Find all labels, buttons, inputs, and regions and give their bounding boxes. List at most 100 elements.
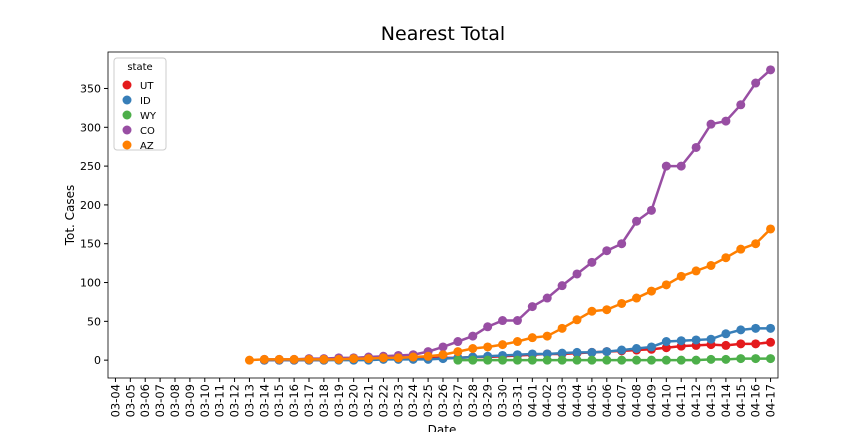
point xyxy=(766,65,776,75)
x-tick-label: 04-04 xyxy=(570,384,584,417)
x-tick-label: 03-18 xyxy=(317,384,331,417)
y-axis-label: Tot. Cases xyxy=(63,185,77,247)
x-tick-label: 04-10 xyxy=(659,384,673,417)
point xyxy=(646,342,656,352)
x-tick-label: 04-12 xyxy=(689,384,703,417)
x-tick-label: 03-24 xyxy=(406,384,420,417)
x-tick-label: 03-11 xyxy=(213,384,227,417)
legend-title: state xyxy=(127,62,152,73)
point xyxy=(646,205,656,215)
point xyxy=(572,355,582,365)
point xyxy=(632,216,642,226)
x-tick-label: 04-14 xyxy=(719,384,733,417)
x-tick-label: 04-07 xyxy=(615,384,629,417)
point xyxy=(691,335,701,345)
point xyxy=(721,354,731,364)
legend-label: UT xyxy=(140,81,154,92)
point xyxy=(661,337,671,347)
point xyxy=(736,325,746,335)
x-tick-label: 03-15 xyxy=(272,384,286,417)
point xyxy=(766,323,776,333)
x-tick-label: 04-13 xyxy=(704,384,718,417)
point xyxy=(602,305,612,315)
x-tick-label: 03-16 xyxy=(287,384,301,417)
legend-marker xyxy=(122,110,132,120)
point xyxy=(646,286,656,296)
legend-marker xyxy=(122,140,132,150)
point xyxy=(334,354,344,364)
point xyxy=(602,355,612,365)
point xyxy=(512,355,522,365)
point xyxy=(721,329,731,339)
point xyxy=(572,315,582,325)
x-tick-label: 03-23 xyxy=(391,384,405,417)
point xyxy=(512,316,522,326)
point xyxy=(706,354,716,364)
x-tick-label: 03-08 xyxy=(168,384,182,417)
point xyxy=(617,355,627,365)
point xyxy=(557,281,567,291)
point xyxy=(557,355,567,365)
point xyxy=(706,119,716,129)
point xyxy=(706,334,716,344)
point xyxy=(632,293,642,303)
point xyxy=(274,354,284,364)
point xyxy=(483,342,493,352)
point xyxy=(751,354,761,364)
legend-label: WY xyxy=(140,111,157,122)
x-axis-label: Date xyxy=(428,423,457,432)
x-tick-label: 04-03 xyxy=(555,384,569,417)
point xyxy=(632,355,642,365)
legend-label: CO xyxy=(140,126,155,137)
point xyxy=(408,352,418,362)
point xyxy=(676,271,686,281)
point xyxy=(438,342,448,352)
point xyxy=(483,355,493,365)
point xyxy=(617,345,627,355)
x-tick-label: 04-05 xyxy=(585,384,599,417)
point xyxy=(676,336,686,346)
point xyxy=(766,224,776,234)
x-tick-label: 04-08 xyxy=(630,384,644,417)
y-tick-label: 0 xyxy=(94,354,101,367)
point xyxy=(721,116,731,126)
x-tick-label: 03-17 xyxy=(302,384,316,417)
y-tick-label: 100 xyxy=(80,277,101,290)
x-tick-label: 04-09 xyxy=(644,384,658,417)
point xyxy=(319,354,329,364)
point xyxy=(468,331,478,341)
x-tick-label: 03-06 xyxy=(138,384,152,417)
x-tick-label: 03-10 xyxy=(198,384,212,417)
legend-marker xyxy=(122,80,132,90)
point xyxy=(661,161,671,171)
y-tick-label: 350 xyxy=(80,82,101,95)
point xyxy=(259,354,269,364)
point xyxy=(736,339,746,349)
y-tick-label: 250 xyxy=(80,160,101,173)
point xyxy=(468,355,478,365)
x-tick-label: 04-01 xyxy=(525,384,539,417)
legend-marker xyxy=(122,95,132,105)
point xyxy=(751,339,761,349)
x-tick-label: 03-04 xyxy=(108,384,122,417)
x-tick-label: 03-25 xyxy=(421,384,435,417)
point xyxy=(572,347,582,357)
point xyxy=(527,355,537,365)
point xyxy=(646,355,656,365)
point xyxy=(527,349,537,359)
point xyxy=(468,344,478,354)
point xyxy=(602,246,612,256)
plot-frame xyxy=(107,51,779,379)
point xyxy=(632,344,642,354)
point xyxy=(587,347,597,357)
point xyxy=(453,337,463,347)
point xyxy=(587,257,597,267)
point xyxy=(661,343,671,353)
point xyxy=(289,354,299,364)
x-tick-label: 04-06 xyxy=(600,384,614,417)
point xyxy=(617,298,627,308)
legend-label: ID xyxy=(140,96,151,107)
point xyxy=(393,353,403,363)
point xyxy=(557,323,567,333)
x-tick-label: 03-30 xyxy=(496,384,510,417)
